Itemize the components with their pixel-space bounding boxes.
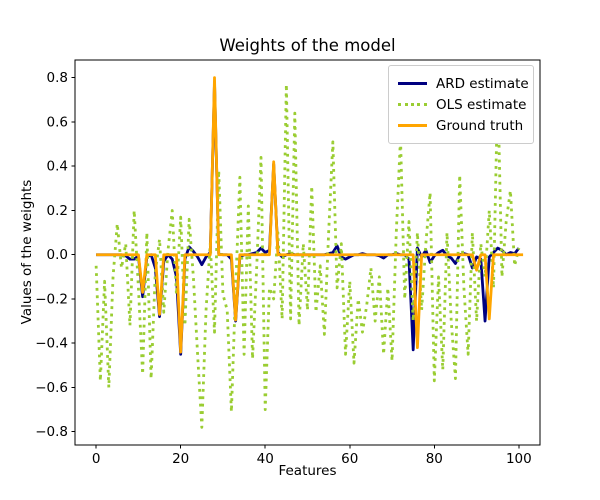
svg-text:−0.6: −0.6 <box>35 380 68 396</box>
ground-truth-line-sample <box>398 124 427 127</box>
legend-row-ols: OLS estimate <box>398 94 527 115</box>
y-axis-label: Values of the weights <box>19 179 35 325</box>
svg-text:0.0: 0.0 <box>47 247 68 263</box>
svg-text:40: 40 <box>257 451 274 467</box>
svg-text:0.6: 0.6 <box>47 114 68 130</box>
legend-label-ard: ARD estimate <box>436 75 529 92</box>
svg-text:0.2: 0.2 <box>47 203 68 219</box>
svg-text:−0.4: −0.4 <box>35 336 68 352</box>
legend: ARD estimate OLS estimate Ground truth <box>388 65 534 144</box>
svg-text:20: 20 <box>172 451 189 467</box>
legend-row-truth: Ground truth <box>398 115 525 136</box>
svg-text:0.4: 0.4 <box>47 159 68 175</box>
legend-row-ard: ARD estimate <box>398 73 529 94</box>
svg-text:−0.2: −0.2 <box>35 291 68 307</box>
x-axis-label: Features <box>278 463 337 479</box>
ard-line-sample <box>398 82 427 85</box>
svg-text:80: 80 <box>426 451 443 467</box>
ols-line-sample <box>398 103 427 106</box>
svg-text:60: 60 <box>341 451 358 467</box>
svg-text:100: 100 <box>506 451 532 467</box>
legend-label-truth: Ground truth <box>436 117 524 134</box>
chart-title: Weights of the model <box>219 36 396 55</box>
svg-text:0: 0 <box>92 451 101 467</box>
svg-text:−0.8: −0.8 <box>35 424 68 440</box>
svg-text:0.8: 0.8 <box>47 70 68 86</box>
legend-label-ols: OLS estimate <box>436 96 527 113</box>
